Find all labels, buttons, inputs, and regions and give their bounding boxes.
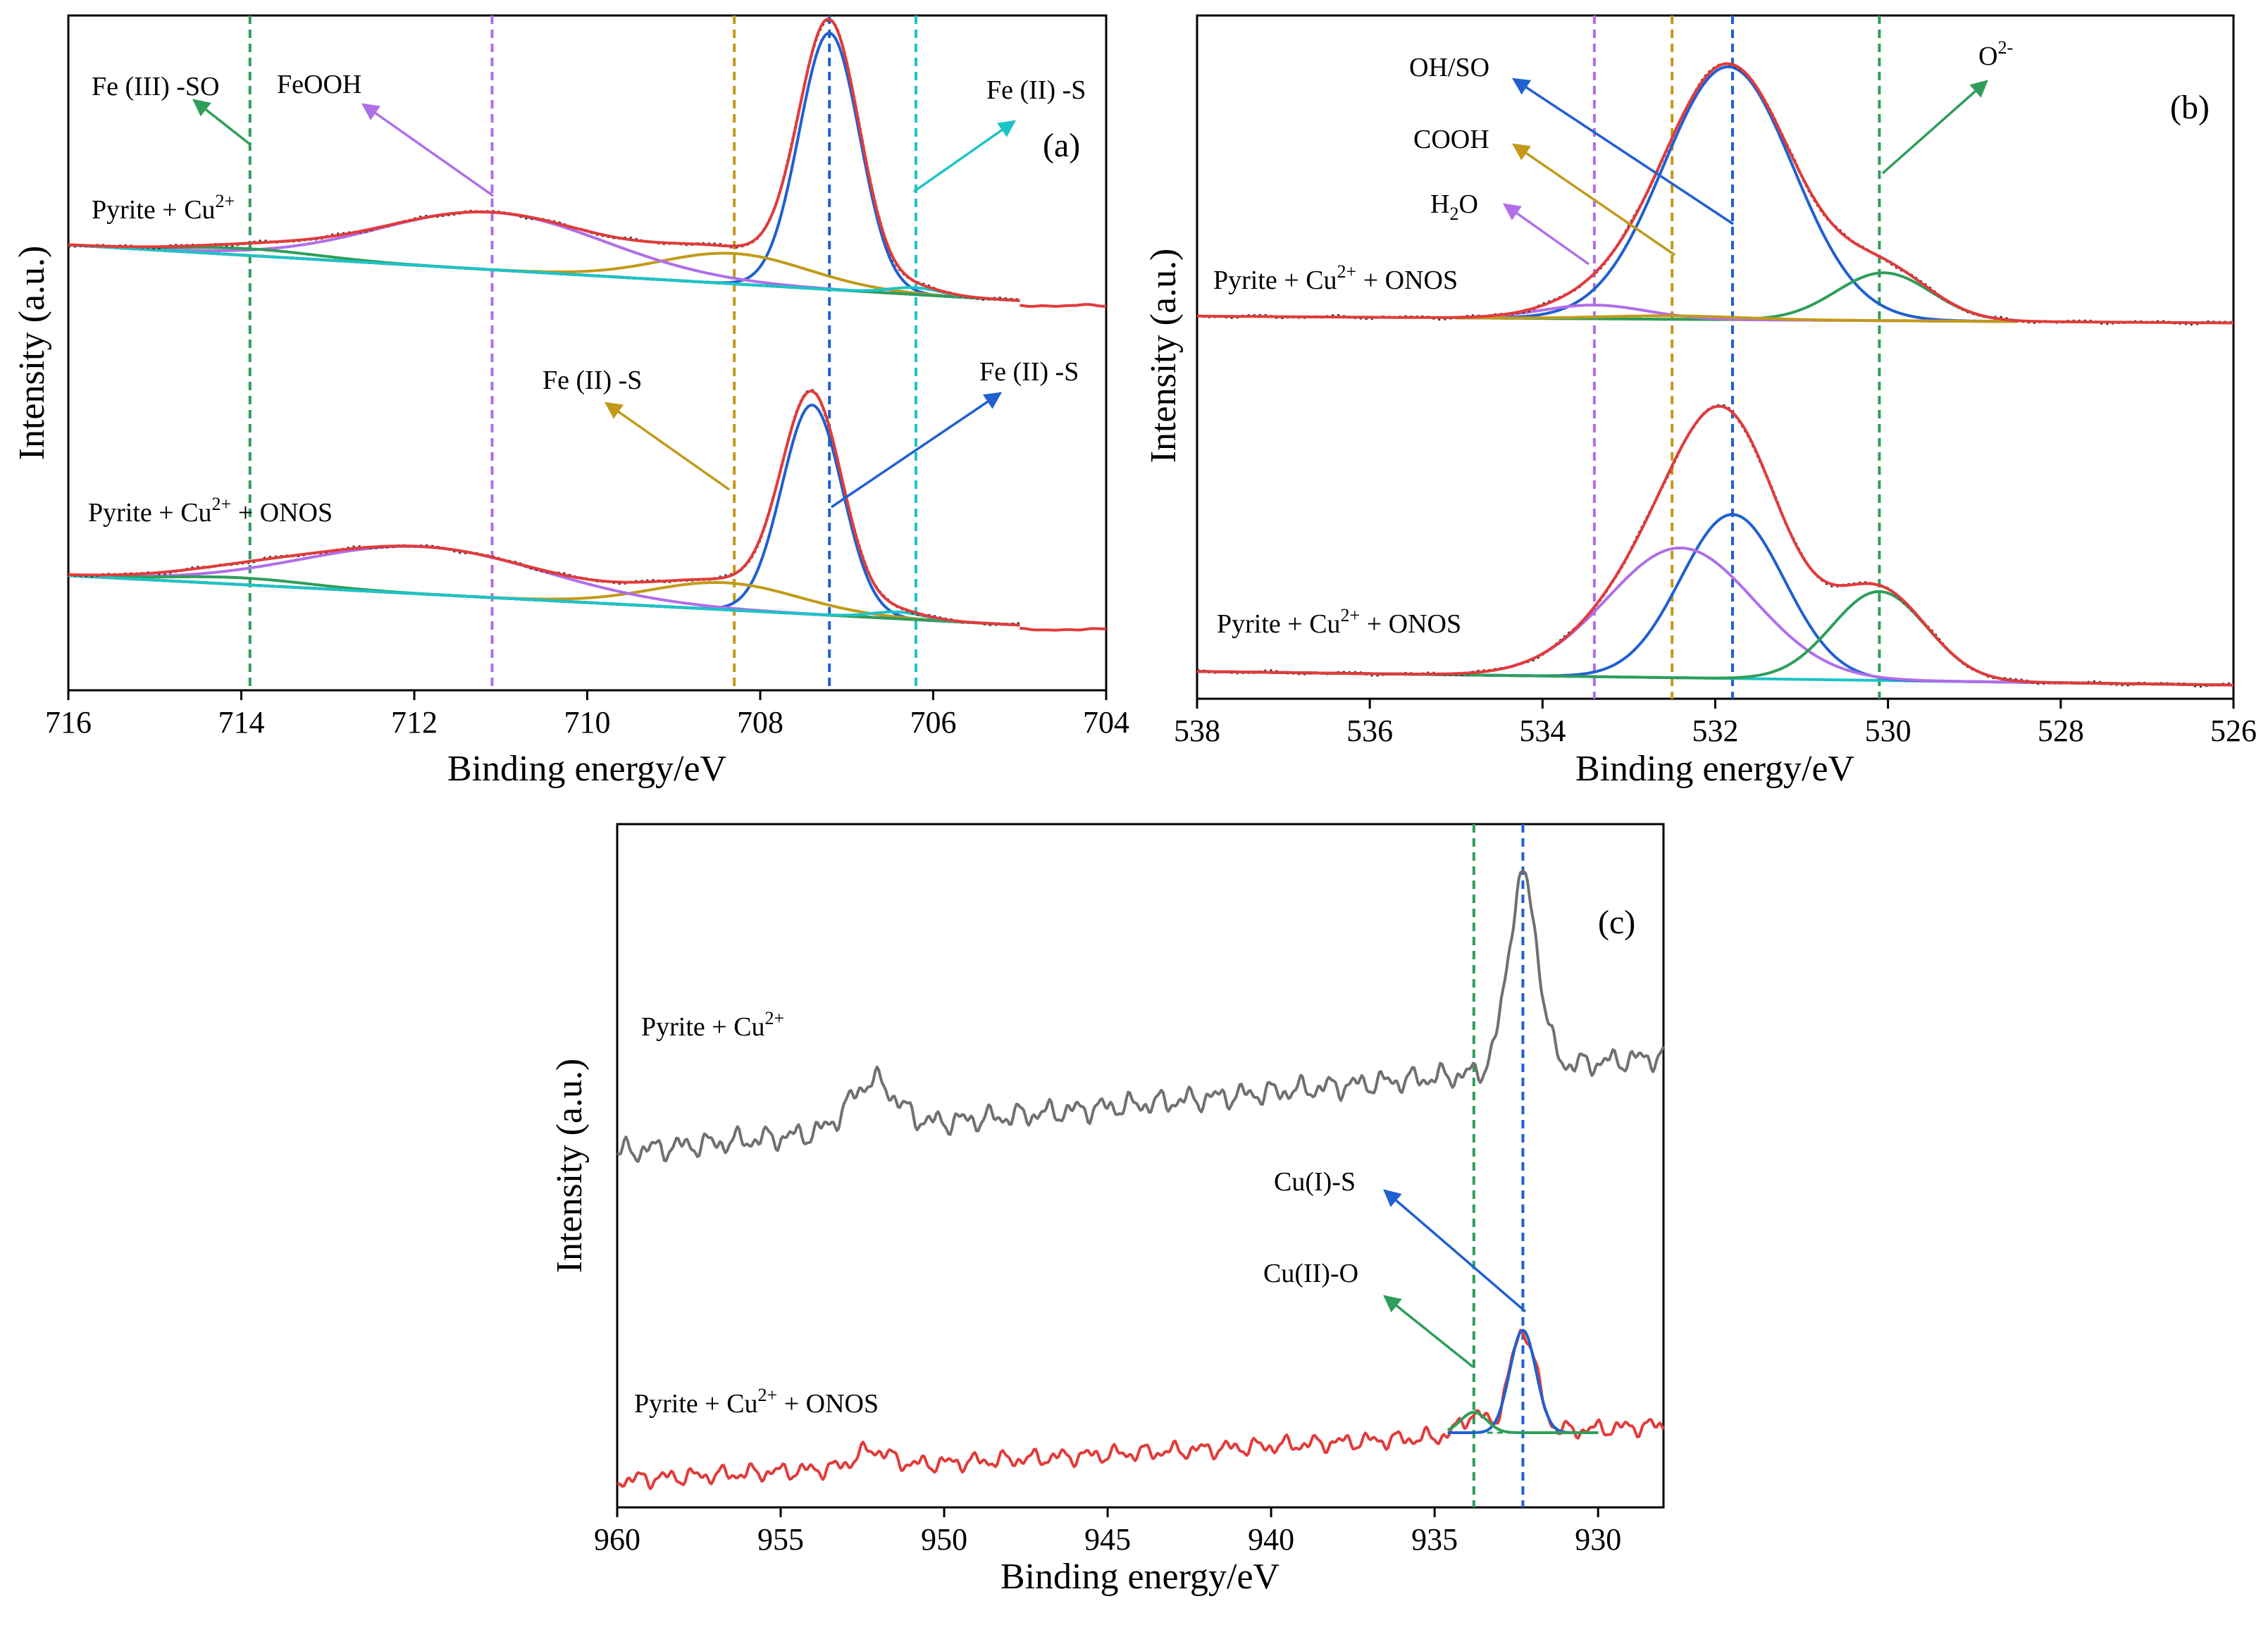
fit-component [68,574,1020,627]
x-tick-label: 712 [391,705,438,740]
x-tick-label: 536 [1346,714,1393,748]
x-tick-label: 940 [1248,1522,1294,1557]
x-tick-label: 708 [737,705,783,740]
panel-b-arrow-oh-so [1511,77,1734,225]
panel-b-series-label-2: Pyrite + Cu2+ + ONOS [1217,605,1461,639]
spectrum-raw [1197,62,2234,326]
panel-c-tag: (c) [1598,904,1635,941]
x-tick-label: 950 [921,1522,967,1557]
panel-a-arrow-fe3-so [192,99,252,146]
fit-envelope [1197,404,2233,687]
panel-a-series-label-2: Pyrite + Cu2+ + ONOS [88,494,333,528]
panel-b-annotation-h2o: H2O [1430,189,1478,224]
fit-component [1446,1410,1599,1434]
fit-component [1197,513,2233,687]
panel-b-series-label-1: Pyrite + Cu2+ + ONOS [1213,261,1458,295]
fit-component [68,243,1020,302]
panel-b-frame [1196,14,2235,700]
panel-b-annotation-o2-minus: O2- [1978,37,2013,71]
panel-c-y-axis-label: Intensity (a.u.) [550,1059,590,1274]
x-tick-label: 538 [1174,714,1220,748]
panel-b-curves [1196,62,2234,688]
panel-b: 538 536 534 532 530 528 526 Binding energy/eV … [1144,14,2257,789]
spectrum-raw [616,1328,1665,1490]
panel-a-arrow-feooh [361,103,495,197]
x-tick-label: 945 [1084,1522,1131,1557]
panel-c-frame [616,823,1665,1509]
x-tick-label: 704 [1083,705,1129,740]
panel-a-annotation-fe2-s-cyan: Fe (II) -S [986,75,1086,105]
panel-a-arrow-fe2-s-cyan [912,120,1017,193]
x-tick-label: 530 [1865,714,1911,748]
panel-a-annotation-fe2-s-gold: Fe (II) -S [543,366,642,395]
x-tick-label: 526 [2210,714,2257,748]
panel-b-x-axis-label: Binding energy/eV [1575,749,1854,789]
panel-c-annotation-cu2-o: Cu(II)-O [1263,1259,1358,1288]
panel-a-arrow-fe2-s-blue [831,392,1003,509]
panel-a-y-axis-label: Intensity (a.u.) [12,246,52,461]
panel-c-curves [616,870,1665,1490]
panel-c-x-axis-label: Binding energy/eV [1000,1557,1279,1597]
panel-c-guide-lines [1472,824,1525,1507]
panel-b-arrow-o2-minus [1881,80,1988,175]
fit-component [1456,314,2019,323]
panel-a-curves [68,18,1107,632]
panel-b-guide-lines [1592,15,1881,699]
panel-b-tag: (b) [2170,89,2210,126]
x-tick-label: 930 [1575,1522,1621,1557]
x-tick-label: 935 [1411,1522,1458,1557]
panel-b-arrow-cooh [1511,143,1675,256]
panel-c-series-label-2: Pyrite + Cu2+ + ONOS [634,1385,879,1419]
panel-a-annotation-fe3-so: Fe (III) -SO [92,72,220,101]
panel-c-series-label-1: Pyrite + Cu2+ [641,1008,784,1042]
spectrum-raw [68,18,1020,302]
panel-c-annotation-cu1-s: Cu(I)-S [1274,1167,1356,1197]
x-tick-label: 706 [910,705,957,740]
fit-envelope [68,390,1020,627]
spectrum-raw [616,870,1665,1163]
panel-b-arrow-h2o [1503,203,1590,266]
panel-a-annotation-feooh: FeOOH [277,70,361,99]
panel-a-frame [67,14,1108,692]
spectrum-tail [1020,303,1107,308]
x-tick-label: 955 [757,1522,804,1557]
fit-envelope [1197,62,2233,325]
panel-b-annotation-cooh: COOH [1413,125,1489,154]
panel-b-y-axis-label: Intensity (a.u.) [1144,249,1184,463]
x-tick-label: 710 [564,705,611,740]
x-tick-label: 714 [218,705,265,740]
panel-c-arrow-cu1-s [1383,1189,1527,1313]
x-tick-label: 716 [45,705,92,740]
panel-a-x-ticks: 716 714 712 710 708 706 704 [45,690,1129,740]
panel-a: 716 714 712 710 708 706 704 Binding energy/eV … [12,14,1129,789]
panel-c: 960 955 950 945 940 935 930 Binding energy/eV … [550,823,1665,1597]
panel-a-series-label-1: Pyrite + Cu2+ [92,191,235,225]
panel-a-tag: (a) [1043,127,1080,164]
fit-component [1456,65,2019,323]
panel-b-annotation-oh-so: OH/SO [1409,53,1489,82]
panel-a-x-axis-label: Binding energy/eV [447,749,726,789]
panel-a-arrow-fe2-s-gold [604,401,731,491]
x-tick-label: 532 [1692,714,1739,748]
panel-a-annotation-fe2-s-blue: Fe (II) -S [979,357,1079,387]
spectrum-raw [1196,404,2234,688]
spectrum-tail [1020,627,1107,632]
x-tick-label: 534 [1519,714,1566,748]
x-tick-label: 960 [594,1522,640,1557]
x-tick-label: 528 [2038,714,2084,748]
panel-c-x-ticks: 960 955 950 945 940 935 930 [594,1507,1621,1557]
fit-envelope [68,18,1020,302]
panel-b-x-ticks: 538 536 534 532 530 528 526 [1174,699,2257,748]
panel-c-arrow-cu2-o [1383,1295,1474,1368]
